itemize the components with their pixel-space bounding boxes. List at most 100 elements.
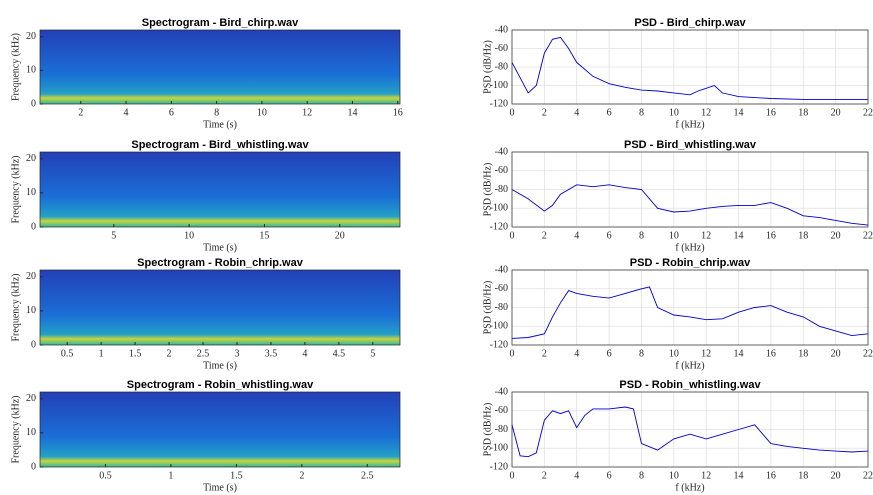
chart-title: Spectrogram - Bird_whistling.wav (131, 139, 309, 151)
x-tick-label: 16 (393, 107, 403, 118)
x-tick-label: 6 (169, 107, 174, 118)
y-tick-label: -60 (495, 165, 508, 176)
x-tick-label: 4 (574, 470, 579, 481)
y-tick-label: -120 (490, 221, 508, 232)
psd-line (511, 184, 869, 226)
x-tick-label: 8 (639, 107, 644, 118)
x-tick-label: 2.5 (197, 348, 210, 359)
y-tick-label: -120 (490, 461, 508, 472)
x-tick-label: 12 (701, 230, 711, 241)
y-axis-label: PSD (dB/Hz) (482, 403, 493, 457)
x-tick-label: 2 (299, 470, 304, 481)
chart-title: PSD - Robin_whistling.wav (619, 379, 761, 391)
x-tick-label: 14 (734, 470, 744, 481)
x-tick-label: 3 (234, 348, 239, 359)
x-tick-label: 4.5 (333, 348, 346, 359)
x-tick-label: 12 (701, 107, 711, 118)
axes-frame (511, 29, 869, 105)
x-tick-label: 16 (766, 470, 776, 481)
chart-title: Spectrogram - Robin_whistling.wav (127, 379, 314, 391)
x-axis-label: Time (s) (203, 119, 237, 130)
chart-title: PSD - Bird_whistling.wav (624, 139, 757, 151)
x-tick-label: 10 (669, 470, 679, 481)
x-tick-label: 14 (734, 107, 744, 118)
spectrogram-image (40, 30, 400, 104)
y-tick-label: -100 (490, 321, 508, 332)
x-axis-label: f (kHz) (675, 119, 704, 130)
x-axis-label: f (kHz) (675, 242, 704, 253)
x-tick-label: 4 (574, 230, 579, 241)
y-tick-label: -40 (495, 264, 508, 275)
y-tick-label: -60 (495, 43, 508, 54)
psd-line (511, 286, 869, 339)
axes-frame (511, 269, 869, 346)
x-tick-label: 2 (78, 107, 83, 118)
y-tick-label: -40 (495, 386, 508, 397)
x-tick-label: 2 (167, 348, 172, 359)
x-tick-label: 2 (542, 348, 547, 359)
x-tick-label: 15 (259, 230, 269, 241)
x-tick-label: 2 (542, 470, 547, 481)
x-tick-label: 5 (111, 230, 116, 241)
x-tick-label: 22 (863, 230, 873, 241)
x-tick-label: 4 (302, 348, 307, 359)
y-tick-label: -80 (495, 61, 508, 72)
x-tick-label: 4 (574, 348, 579, 359)
panel: 0.5 1 1.5 2 2.5 3 3.5 4 4.5 5 0 10 20 Spectrogram - R… (10, 257, 401, 371)
chart-title: PSD - Bird_chirp.wav (634, 17, 746, 29)
x-axis-label: f (kHz) (675, 482, 704, 493)
x-tick-label: 4 (124, 107, 129, 118)
axes-frame (39, 391, 401, 468)
axes-frame (511, 391, 869, 468)
x-tick-label: 20 (831, 230, 841, 241)
panel: 0 2 4 6 8 10 12 14 16 18 20 22-120-100-80-60-40PSD … (482, 257, 873, 371)
x-axis-label: f (kHz) (675, 360, 704, 371)
x-tick-label: 2.5 (361, 470, 374, 481)
y-tick-label: 10 (26, 305, 36, 316)
y-tick-label: 10 (26, 427, 36, 438)
x-tick-label: 8 (639, 230, 644, 241)
x-tick-label: 6 (607, 107, 612, 118)
y-tick-label: -80 (495, 184, 508, 195)
panel: 2 4 6 8 10 12 14 16 0 10 20 Spectrogram - Bird_chir… (10, 17, 402, 130)
x-tick-label: 2 (542, 107, 547, 118)
x-tick-label: 20 (335, 230, 345, 241)
psd-line (511, 406, 869, 458)
x-tick-label: 0.5 (99, 470, 112, 481)
x-tick-label: 10 (257, 107, 267, 118)
y-axis-label: Frequency (kHz) (10, 273, 21, 341)
chart-title: Spectrogram - Bird_chirp.wav (142, 17, 299, 29)
x-tick-label: 12 (701, 470, 711, 481)
x-tick-label: 22 (863, 348, 873, 359)
x-tick-label: 0 (510, 470, 515, 481)
x-tick-label: 18 (798, 230, 808, 241)
panel: 0 2 4 6 8 10 12 14 16 18 20 22-120-100-80-60-40PSD … (482, 139, 873, 253)
x-tick-label: 6 (607, 230, 612, 241)
x-tick-label: 20 (831, 470, 841, 481)
y-tick-label: -60 (495, 405, 508, 416)
y-tick-label: -80 (495, 424, 508, 435)
x-tick-label: 16 (766, 348, 776, 359)
y-tick-label: 10 (26, 65, 36, 76)
y-tick-label: 20 (26, 31, 36, 42)
x-axis-label: Time (s) (203, 482, 237, 493)
x-tick-label: 2 (542, 230, 547, 241)
y-tick-label: 10 (26, 187, 36, 198)
panel: 0.5 1 1.5 2 2.5 0 10 20 Spectrogram - Robin_whis… (10, 379, 401, 493)
y-tick-label: 0 (31, 339, 36, 350)
panel: 0 2 4 6 8 10 12 14 16 18 20 22-120-100-80-60-40PSD … (482, 17, 873, 130)
y-tick-label: 20 (26, 393, 36, 404)
y-tick-label: 20 (26, 153, 36, 164)
y-axis-label: PSD (dB/Hz) (482, 281, 493, 335)
panel: 5 10 15 20 0 10 20 Spectrogram - Bird_whistling… (10, 139, 401, 253)
y-tick-label: -60 (495, 283, 508, 294)
chart-title: PSD - Robin_chrip.wav (630, 257, 751, 269)
y-tick-label: -120 (490, 98, 508, 109)
x-tick-label: 5 (370, 348, 375, 359)
y-tick-label: 0 (31, 98, 36, 109)
x-tick-label: 1 (168, 470, 173, 481)
y-tick-label: -120 (490, 339, 508, 350)
y-tick-label: 0 (31, 461, 36, 472)
y-tick-label: -40 (495, 146, 508, 157)
